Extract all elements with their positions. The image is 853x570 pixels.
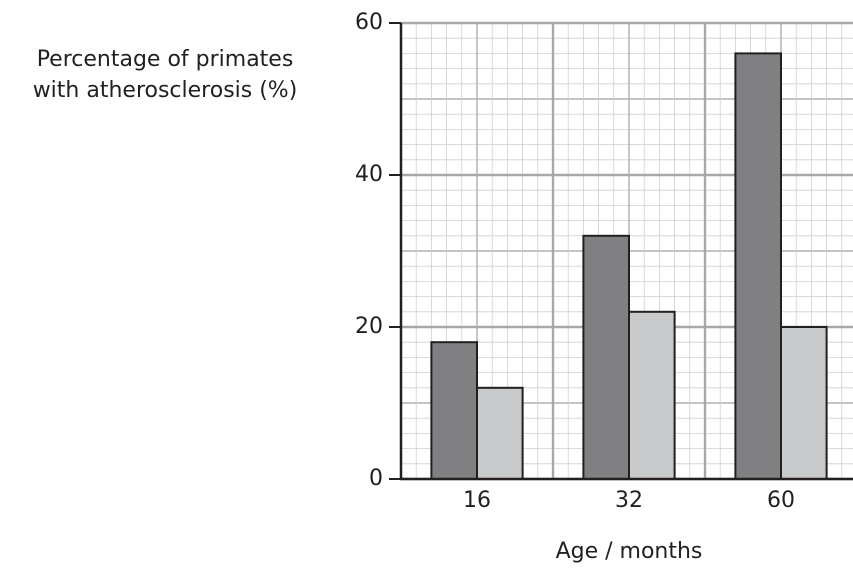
x-tick-label: 16 [463, 488, 491, 513]
x-tick-label: 60 [767, 488, 795, 513]
y-axis-label: Percentage of primates [37, 47, 294, 72]
y-tick-label: 20 [355, 314, 383, 339]
y-tick-label: 60 [355, 10, 383, 35]
y-tick-label: 0 [369, 466, 383, 491]
bar [780, 326, 828, 480]
bar [476, 386, 524, 480]
bar [628, 310, 676, 480]
y-tick-label: 40 [355, 162, 383, 187]
bar [430, 341, 478, 481]
y-axis-label: with atherosclerosis (%) [33, 78, 298, 103]
x-axis-label: Age / months [556, 539, 703, 564]
x-tick-label: 32 [615, 488, 643, 513]
bar [582, 234, 631, 480]
bar [734, 52, 783, 481]
